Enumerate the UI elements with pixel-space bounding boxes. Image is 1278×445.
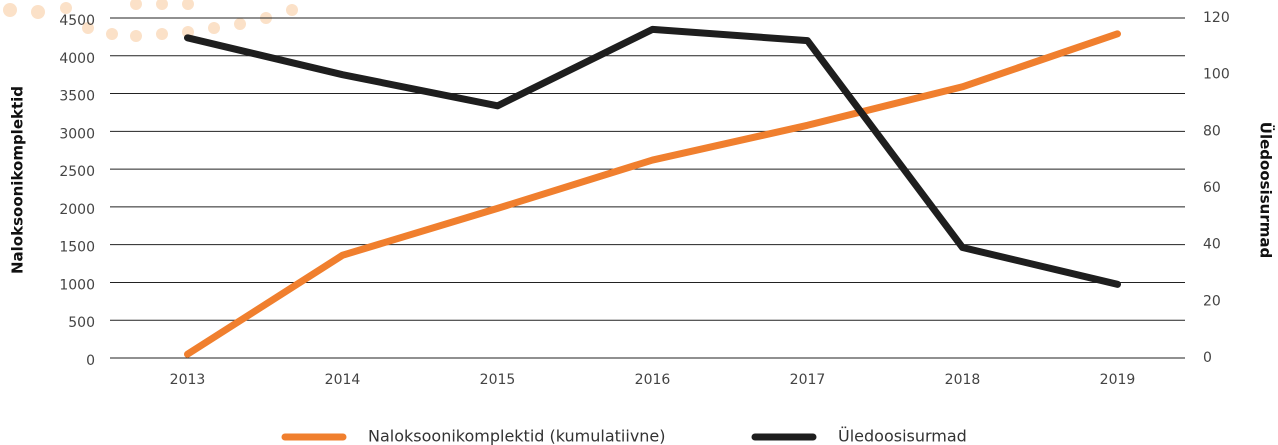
y2-axis-title: Üledoosisurmad bbox=[1257, 122, 1276, 258]
y-tick-label: 1500 bbox=[59, 240, 95, 256]
y2-tick-label: 40 bbox=[1203, 237, 1221, 253]
y-tick-label: 4000 bbox=[59, 51, 95, 67]
y-tick-label: 2500 bbox=[59, 164, 95, 180]
legend-label: Üledoosisurmad bbox=[838, 427, 967, 445]
y-tick-label: 3000 bbox=[59, 126, 95, 142]
y2-tick-label: 120 bbox=[1203, 10, 1230, 26]
y2-tick-label: 20 bbox=[1203, 293, 1221, 309]
x-tick-label: 2014 bbox=[325, 372, 361, 388]
x-tick-label: 2019 bbox=[1100, 372, 1136, 388]
y2-tick-label: 80 bbox=[1203, 123, 1221, 139]
x-tick-label: 2015 bbox=[480, 372, 516, 388]
line-series bbox=[188, 34, 1118, 354]
y-tick-label: 3500 bbox=[59, 89, 95, 105]
y-tick-label: 4500 bbox=[59, 13, 95, 29]
legend-label: Naloksoonikomplektid (kumulatiivne) bbox=[368, 427, 666, 445]
y-tick-label: 1000 bbox=[59, 277, 95, 293]
x-tick-label: 2016 bbox=[635, 372, 671, 388]
x-tick-label: 2013 bbox=[170, 372, 206, 388]
y2-tick-label: 0 bbox=[1203, 350, 1212, 366]
y-tick-label: 0 bbox=[86, 353, 95, 369]
y2-tick-label: 100 bbox=[1203, 67, 1230, 83]
x-tick-label: 2017 bbox=[790, 372, 826, 388]
y-tick-label: 500 bbox=[68, 315, 95, 331]
y2-tick-label: 60 bbox=[1203, 180, 1221, 196]
chart: Naloksoonikomplektid Üledoosisurmad 0 500… bbox=[0, 0, 1278, 445]
y-axis-title: Naloksoonikomplektid bbox=[9, 86, 27, 274]
x-tick-label: 2018 bbox=[945, 372, 981, 388]
y-tick-label: 2000 bbox=[59, 202, 95, 218]
decoration bbox=[3, 0, 298, 42]
